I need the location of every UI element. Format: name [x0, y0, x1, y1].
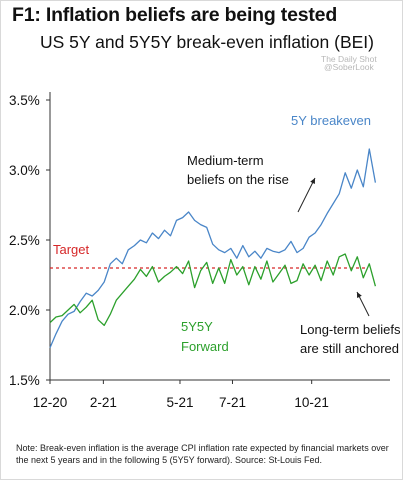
annotation-long-line1: Long-term beliefs: [300, 322, 401, 337]
x-tick-label: 5-21: [166, 395, 193, 410]
source-note: Note: Break-even inflation is the averag…: [16, 443, 389, 465]
target-label: Target: [53, 242, 90, 257]
annotation-medium-line1: Medium-term: [187, 153, 264, 168]
watermark-text: The Daily Shot: [321, 54, 377, 64]
series-5y-line: [49, 148, 377, 349]
x-tick-label: 7-21: [219, 395, 246, 410]
y-tick-label: 2.0%: [9, 303, 40, 318]
arrow-medium-term-head: [310, 178, 315, 184]
chart-title: F1: Inflation beliefs are being tested: [12, 4, 338, 26]
chart-subtitle: US 5Y and 5Y5Y break-even inflation (BEI…: [40, 32, 374, 52]
series-5y5y-line: [49, 253, 377, 327]
series-5y5y-label-line2: Forward: [181, 339, 229, 354]
arrow-medium-term: [297, 177, 316, 213]
y-tick-label: 3.5%: [9, 93, 40, 108]
watermark-handle: @SoberLook: [324, 62, 374, 72]
x-tick-label: 10-21: [294, 395, 329, 410]
y-tick-label: 2.5%: [9, 233, 40, 248]
series-5y-label: 5Y breakeven: [291, 113, 371, 128]
annotation-medium-line2: beliefs on the rise: [187, 172, 289, 187]
series-5y5y-label-line1: 5Y5Y: [181, 319, 213, 334]
arrow-long-term-head: [357, 292, 362, 298]
annotation-long-line2: are still anchored: [300, 341, 399, 356]
y-tick-label: 1.5%: [9, 373, 40, 388]
y-tick-label: 3.0%: [9, 163, 40, 178]
line-chart: 1.5% 2.0% 2.5% 3.0% 3.5% 12-20 2-21 5-21 7-21 10-…: [9, 92, 401, 410]
x-tick-label: 2-21: [90, 395, 117, 410]
x-tick-label: 12-20: [33, 395, 68, 410]
